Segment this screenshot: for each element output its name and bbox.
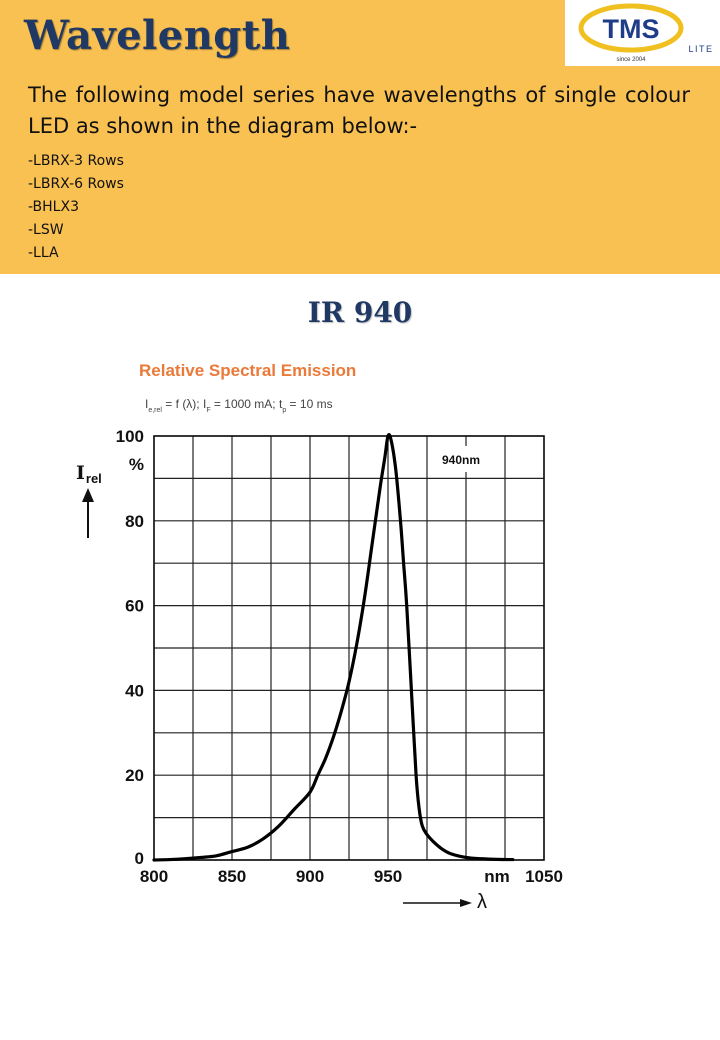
logo-text: TMS — [603, 14, 660, 44]
tms-logo: TMS LITE since 2004 — [565, 0, 720, 66]
peak-annotation: 940nm — [442, 453, 480, 467]
y-axis-arrow-head — [82, 488, 94, 502]
tms-logo-graphic: TMS LITE since 2004 — [578, 3, 713, 63]
y-unit-label: % — [129, 455, 144, 474]
x-axis-label: λ — [477, 891, 487, 913]
spectral-emission-chart: Ie,rel = f (λ); IF = 1000 mA; tp = 10 ms… — [76, 397, 563, 913]
x-tick-label: 1050 — [525, 867, 563, 886]
y-tick-label: 40 — [125, 681, 144, 700]
model-list-item: -LSW — [28, 222, 64, 238]
model-list-item: -LBRX-6 Rows — [28, 176, 124, 192]
model-list: -LBRX-3 Rows -LBRX-6 Rows -BHLX3 -LSW -L… — [28, 150, 124, 265]
x-tick-label: 800 — [140, 867, 168, 886]
x-axis-arrow-head — [460, 899, 472, 907]
intro-paragraph: The following model series have waveleng… — [28, 83, 690, 138]
model-list-item: -BHLX3 — [28, 199, 79, 215]
chart-title: Relative Spectral Emission — [139, 361, 357, 380]
page-title: Wavelength — [24, 12, 291, 59]
x-tick-label: 850 — [218, 867, 246, 886]
y-axis-label: Irel — [76, 462, 102, 486]
section-title: IR 940 — [307, 296, 413, 329]
y-tick-label: 20 — [125, 766, 144, 785]
model-list-item: -LBRX-3 Rows — [28, 153, 124, 169]
logo-sub-text: LITE — [688, 44, 713, 54]
header-banner: Wavelength TMS LITE since 2004 The follo… — [0, 0, 720, 274]
logo-since-text: since 2004 — [616, 57, 646, 63]
y-tick-label: 100 — [116, 427, 144, 446]
plot-frame — [153, 435, 545, 861]
model-list-item: -LLA — [28, 245, 59, 261]
x-tick-label: 900 — [296, 867, 324, 886]
chart-condition: Ie,rel = f (λ); IF = 1000 mA; tp = 10 ms — [145, 397, 333, 414]
x-unit-label: nm — [484, 867, 510, 886]
spectral-curve — [152, 433, 515, 862]
y-tick-label: 80 — [125, 512, 144, 531]
annotation-background — [432, 446, 490, 472]
y-tick-label: 60 — [125, 597, 144, 616]
y-tick-label: 0 — [135, 849, 144, 868]
x-tick-label: 950 — [374, 867, 402, 886]
